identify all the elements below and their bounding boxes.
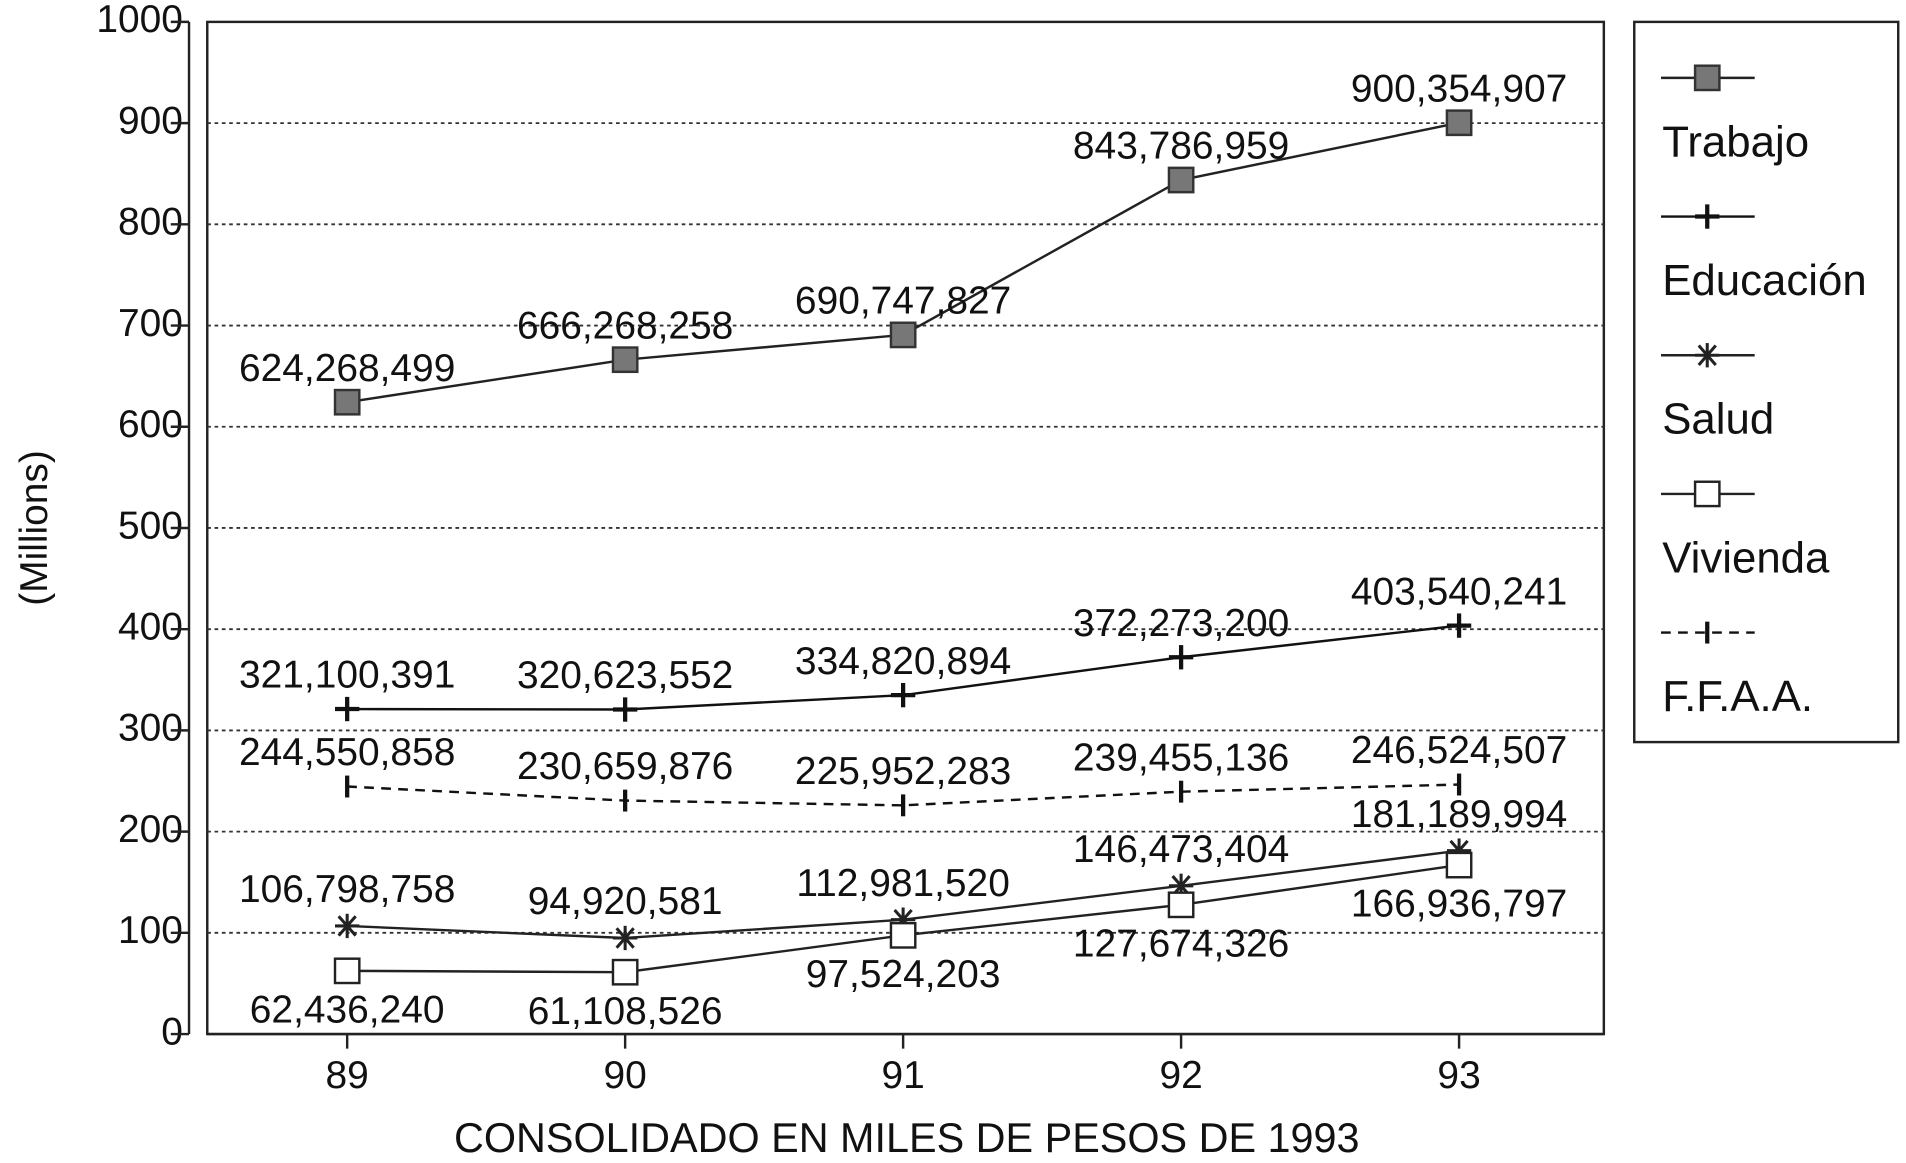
marker <box>612 925 638 951</box>
value-label: 146,473,404 <box>1073 828 1289 871</box>
y-tick-label: 600 <box>118 403 183 446</box>
marker-square <box>611 958 639 986</box>
value-label: 690,747,827 <box>795 280 1011 323</box>
x-tick-label: 89 <box>326 1054 369 1097</box>
marker-square <box>333 957 361 985</box>
value-label: 320,623,552 <box>517 654 733 697</box>
value-label: 334,820,894 <box>795 640 1011 683</box>
x-tick-label: 93 <box>1437 1054 1480 1097</box>
value-label: 666,268,258 <box>517 304 733 347</box>
marker <box>1695 343 1720 368</box>
value-label: 62,436,240 <box>250 988 445 1031</box>
legend-label: Trabajo <box>1662 117 1809 166</box>
marker <box>889 321 917 349</box>
value-label: 225,952,283 <box>795 750 1011 793</box>
marker <box>335 696 360 722</box>
marker <box>1693 480 1721 508</box>
legend-label: Educación <box>1662 256 1866 305</box>
marker <box>889 921 917 949</box>
value-label: 181,189,994 <box>1351 793 1567 836</box>
y-tick-label: 400 <box>118 605 183 648</box>
legend-label: Salud <box>1662 395 1774 444</box>
marker-square <box>1693 64 1721 92</box>
y-tick-label: 900 <box>118 99 183 142</box>
value-label: 106,798,758 <box>239 868 455 911</box>
marker <box>333 388 361 416</box>
value-label: 900,354,907 <box>1351 67 1567 110</box>
legend-label: Vivienda <box>1662 533 1830 582</box>
value-label: 166,936,797 <box>1351 883 1567 926</box>
marker <box>1167 891 1195 919</box>
marker <box>335 913 360 939</box>
y-tick-label: 100 <box>118 909 183 952</box>
marker <box>611 346 639 374</box>
marker <box>333 957 361 985</box>
marker-square <box>889 921 917 949</box>
marker <box>1695 204 1720 229</box>
x-axis-label: CONSOLIDADO EN MILES DE PESOS DE 1993 <box>454 1115 1360 1161</box>
value-label: 321,100,391 <box>239 654 455 697</box>
marker-square <box>333 388 361 416</box>
x-tick-label: 92 <box>1159 1054 1202 1097</box>
value-label: 246,524,507 <box>1351 729 1567 772</box>
series-line <box>346 121 1460 404</box>
value-label: 61,108,526 <box>528 990 723 1033</box>
legend-box <box>1633 20 1900 744</box>
y-tick-label: 1000 <box>96 0 183 41</box>
marker-square <box>1445 851 1473 879</box>
y-tick-label: 700 <box>118 302 183 345</box>
marker-square <box>1445 109 1473 137</box>
x-tick-label: 90 <box>604 1054 647 1097</box>
value-label: 239,455,136 <box>1073 736 1289 779</box>
value-label: 843,786,959 <box>1073 125 1289 168</box>
marker <box>1445 109 1473 137</box>
y-axis-label: (Millions) <box>13 450 56 606</box>
value-label: 94,920,581 <box>528 880 723 923</box>
marker <box>611 958 639 986</box>
marker-square <box>889 321 917 349</box>
marker <box>1693 64 1721 92</box>
series-line <box>347 783 1460 807</box>
value-label: 112,981,520 <box>796 862 1009 905</box>
value-label: 403,540,241 <box>1351 570 1567 613</box>
value-label: 372,273,200 <box>1073 602 1289 645</box>
marker <box>1446 613 1472 638</box>
value-label: 97,524,203 <box>806 953 1001 996</box>
marker <box>612 697 638 722</box>
marker-square <box>611 346 639 374</box>
value-label: 624,268,499 <box>239 347 455 390</box>
y-tick-label: 200 <box>118 808 183 851</box>
marker-square <box>1167 891 1195 919</box>
marker <box>1167 166 1195 194</box>
value-label: 244,550,858 <box>239 731 455 774</box>
value-label: 230,659,876 <box>517 745 733 788</box>
y-tick-label: 500 <box>118 504 183 547</box>
marker <box>1445 851 1473 879</box>
value-label: 127,674,326 <box>1073 922 1289 965</box>
y-tick-label: 800 <box>118 201 183 244</box>
y-tick-label: 300 <box>118 707 183 750</box>
marker <box>890 682 916 708</box>
legend-label: F.F.A.A. <box>1662 672 1813 721</box>
marker-square <box>1693 480 1721 508</box>
marker <box>1168 645 1194 670</box>
x-tick-label: 91 <box>881 1054 924 1097</box>
marker-square <box>1167 166 1195 194</box>
y-tick-label: 0 <box>161 1010 183 1053</box>
